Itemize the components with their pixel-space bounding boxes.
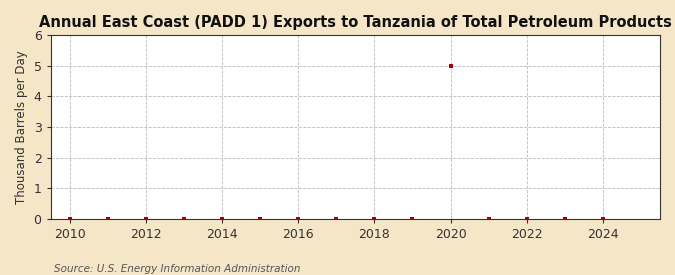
Point — [445, 64, 456, 68]
Point — [597, 216, 608, 221]
Y-axis label: Thousand Barrels per Day: Thousand Barrels per Day — [15, 50, 28, 204]
Point — [217, 216, 227, 221]
Point — [178, 216, 189, 221]
Point — [483, 216, 494, 221]
Point — [521, 216, 532, 221]
Point — [331, 216, 342, 221]
Point — [560, 216, 570, 221]
Point — [140, 216, 151, 221]
Point — [293, 216, 304, 221]
Text: Source: U.S. Energy Information Administration: Source: U.S. Energy Information Administ… — [54, 264, 300, 274]
Point — [407, 216, 418, 221]
Point — [369, 216, 380, 221]
Point — [254, 216, 265, 221]
Point — [64, 216, 75, 221]
Point — [103, 216, 113, 221]
Title: Annual East Coast (PADD 1) Exports to Tanzania of Total Petroleum Products: Annual East Coast (PADD 1) Exports to Ta… — [39, 15, 672, 30]
